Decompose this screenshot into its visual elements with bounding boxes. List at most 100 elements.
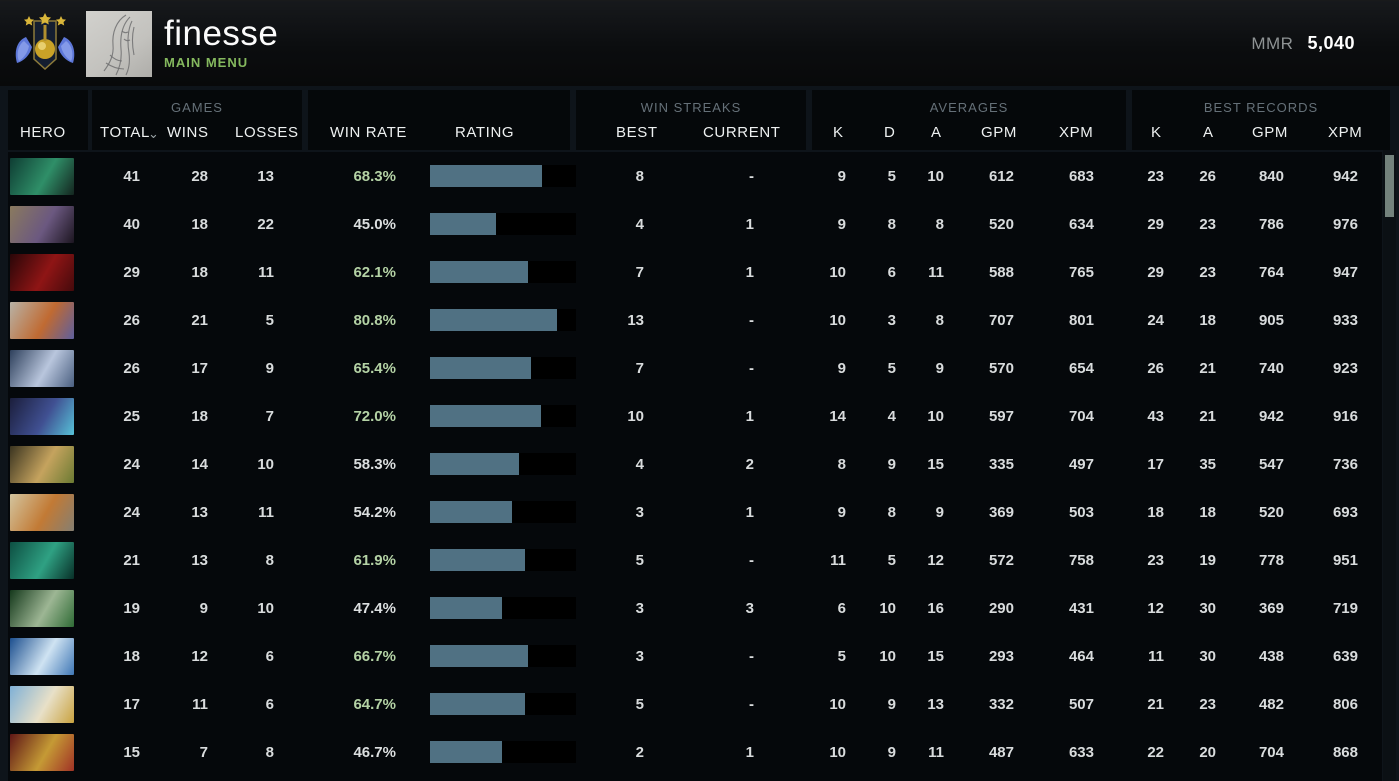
best-gpm-value: 482 [1258,695,1284,713]
best-streak-value: 10 [627,407,644,425]
hero-portrait-11[interactable] [10,637,74,675]
avg-assists-value: 8 [935,311,944,329]
rating-bar-fill [430,261,528,283]
hero-portrait-9[interactable] [10,541,74,579]
wins-value: 11 [192,695,208,713]
best-gpm-value: 764 [1258,263,1284,281]
mmr-label: MMR [1251,34,1294,53]
win-rate-value: 62.1% [353,263,396,281]
avg-kills-value: 10 [829,743,846,761]
best-assists-value: 26 [1199,167,1216,185]
player-avatar[interactable] [86,11,152,77]
best-gpm-value: 740 [1258,359,1284,377]
hero-portrait-6[interactable] [10,397,74,435]
hero-portrait-10[interactable] [10,589,74,627]
col-header-best-assists[interactable]: A [1203,124,1214,141]
hero-stats-row[interactable]: 41 28 13 68.3% 8 - 9 5 10 612 683 23 26 … [8,152,1382,200]
hero-stats-row[interactable]: 29 18 11 62.1% 7 1 10 6 11 588 765 29 23… [8,248,1382,296]
losses-value: 9 [265,359,274,377]
avg-xpm-value: 704 [1068,407,1094,425]
wins-value: 14 [191,455,208,473]
hero-portrait-13[interactable] [10,733,74,771]
col-header-losses[interactable]: LOSSES [235,124,299,141]
avg-xpm-value: 633 [1068,743,1094,761]
hero-stats-row[interactable]: 19 9 10 47.4% 3 3 6 10 16 290 431 12 30 … [8,584,1382,632]
hero-stats-row[interactable]: 40 18 22 45.0% 4 1 9 8 8 520 634 29 23 7… [8,200,1382,248]
win-rate-value: 66.7% [353,647,396,665]
scrollbar[interactable] [1383,150,1396,781]
hero-portrait-2[interactable] [10,205,74,243]
col-header-avg-gpm[interactable]: GPM [981,124,1017,141]
hero-stats-row[interactable]: 17 11 6 64.7% 5 - 10 9 13 332 507 21 23 … [8,680,1382,728]
best-xpm-value: 923 [1332,359,1358,377]
avg-gpm-value: 335 [988,455,1014,473]
hero-portrait-3[interactable] [10,253,74,291]
main-menu-link[interactable]: MAIN MENU [164,55,249,70]
rating-bar [430,645,576,667]
col-header-best-streak[interactable]: BEST [616,124,658,141]
col-header-best-gpm[interactable]: GPM [1252,124,1288,141]
hero-stats-row[interactable]: 15 7 8 46.7% 2 1 10 9 11 487 633 22 20 7… [8,728,1382,776]
best-assists-value: 30 [1199,599,1216,617]
best-kills-value: 29 [1147,263,1164,281]
hero-stats-row[interactable]: 26 21 5 80.8% 13 - 10 3 8 707 801 24 18 … [8,296,1382,344]
hero-portrait-8[interactable] [10,493,74,531]
hero-stats-row[interactable]: 18 12 6 66.7% 3 - 5 10 15 293 464 11 30 … [8,632,1382,680]
hero-stats-row[interactable]: 25 18 7 72.0% 10 1 14 4 10 597 704 43 21… [8,392,1382,440]
best-assists-value: 30 [1199,647,1216,665]
col-header-avg-xpm[interactable]: XPM [1059,124,1094,141]
hero-stats-row[interactable]: 24 13 11 54.2% 3 1 9 8 9 369 503 18 18 5… [8,488,1382,536]
col-header-hero[interactable]: HERO [20,124,66,141]
rating-bar-fill [430,597,502,619]
col-header-current-streak[interactable]: CURRENT [703,124,781,141]
col-header-win-rate[interactable]: WIN RATE [330,124,408,141]
best-streak-value: 3 [635,503,644,521]
hero-portrait-7[interactable] [10,445,74,483]
col-header-avg-assists[interactable]: A [931,124,942,141]
best-assists-value: 23 [1199,695,1216,713]
best-assists-value: 35 [1199,455,1216,473]
avg-xpm-value: 654 [1068,359,1094,377]
hero-portrait-5[interactable] [10,349,74,387]
col-header-rating[interactable]: RATING [455,124,515,141]
rating-bar-fill [430,357,531,379]
col-header-wins[interactable]: WINS [167,124,209,141]
hero-portrait-12[interactable] [10,685,74,723]
avg-xpm-value: 765 [1068,263,1094,281]
avg-gpm-value: 612 [988,167,1014,185]
current-streak-value: 1 [745,215,754,233]
avg-deaths-value: 9 [887,695,896,713]
hero-portrait-4[interactable] [10,301,74,339]
losses-value: 11 [258,263,274,281]
col-header-best-kills[interactable]: K [1151,124,1162,141]
col-header-total[interactable]: TOTAL [100,124,150,141]
avg-assists-value: 12 [927,551,944,569]
avg-deaths-value: 5 [887,167,896,185]
col-header-best-xpm[interactable]: XPM [1328,124,1363,141]
sort-descending-icon[interactable]: ⌄ [148,126,159,141]
best-gpm-value: 942 [1258,407,1284,425]
total-games-value: 21 [123,551,140,569]
wins-value: 17 [191,359,208,377]
hero-stats-row[interactable]: 26 17 9 65.4% 7 - 9 5 9 570 654 26 21 74… [8,344,1382,392]
best-streak-value: 13 [627,311,644,329]
avg-kills-value: 9 [837,503,846,521]
best-kills-value: 23 [1147,167,1164,185]
avg-deaths-value: 8 [887,215,896,233]
losses-value: 5 [265,311,274,329]
win-rate-value: 47.4% [353,599,396,617]
scrollbar-thumb[interactable] [1385,155,1394,217]
best-gpm-value: 520 [1258,503,1284,521]
hero-stats-row[interactable]: 24 14 10 58.3% 4 2 8 9 15 335 497 17 35 … [8,440,1382,488]
hero-stats-row[interactable]: 21 13 8 61.9% 5 - 11 5 12 572 758 23 19 … [8,536,1382,584]
avg-gpm-value: 597 [988,407,1014,425]
col-header-avg-kills[interactable]: K [833,124,844,141]
hero-portrait-1[interactable] [10,157,74,195]
rating-bar [430,549,576,571]
best-xpm-value: 736 [1332,455,1358,473]
rating-bar [430,213,576,235]
total-games-value: 17 [123,695,140,713]
col-header-avg-deaths[interactable]: D [884,124,896,141]
best-kills-value: 22 [1147,743,1164,761]
avg-gpm-value: 369 [988,503,1014,521]
